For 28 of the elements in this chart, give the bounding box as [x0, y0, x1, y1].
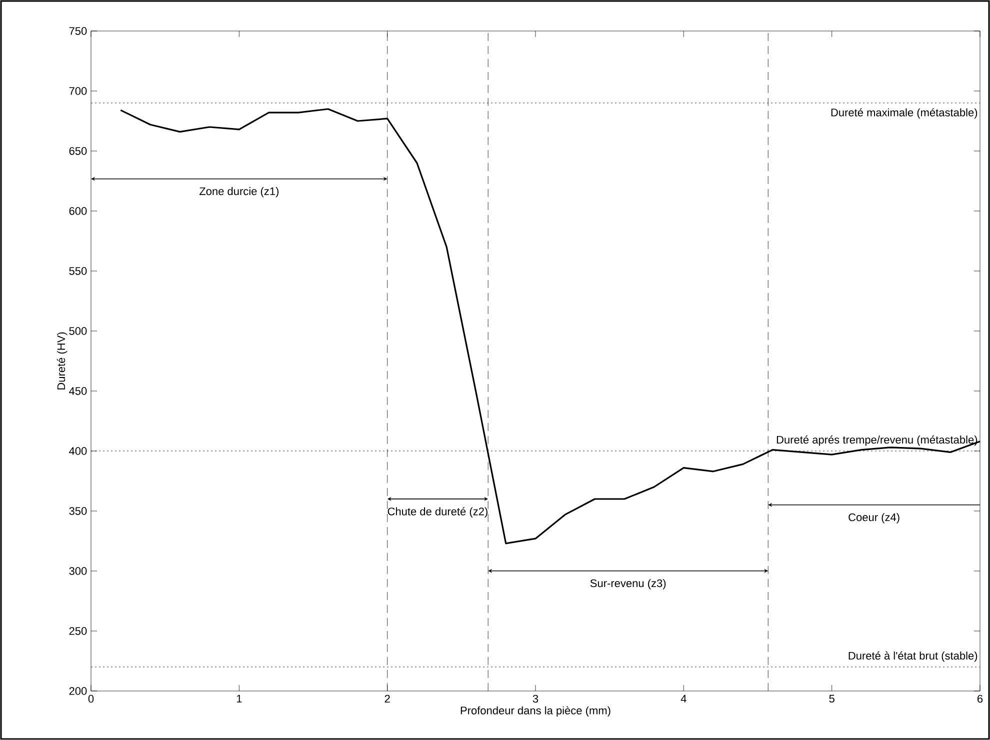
y-tick-label: 350: [69, 507, 87, 515]
x-axis-title: Profondeur dans la pièce (mm): [460, 706, 610, 717]
x-tick-label: 3: [532, 694, 538, 703]
annotation: Coeur (z4): [848, 513, 900, 524]
y-tick-label: 250: [69, 627, 87, 635]
annotation: Sur-revenu (z3): [590, 579, 666, 590]
x-tick-label: 0: [88, 694, 94, 703]
y-tick-label: 300: [69, 567, 87, 575]
y-tick-label: 450: [69, 387, 87, 395]
y-tick-label: 750: [69, 27, 87, 35]
y-tick-label: 500: [69, 327, 87, 335]
ref-line-label: Dureté maximale (métastable): [831, 108, 978, 119]
y-tick-label: 650: [69, 147, 87, 155]
ref-line-label: Dureté à l'état brut (stable): [848, 651, 978, 662]
y-tick-label: 400: [69, 447, 87, 455]
y-tick-label: 600: [69, 207, 87, 215]
x-tick-label: 5: [829, 694, 834, 703]
x-tick-label: 1: [236, 694, 242, 702]
y-axis-title: Dureté (HV): [56, 332, 68, 390]
ref-line-label: Dureté aprés trempe/revenu (métastable): [776, 435, 978, 446]
y-tick-label: 700: [69, 87, 87, 95]
annotation: Chute de dureté (z2): [388, 507, 488, 518]
x-tick-label: 6: [978, 694, 983, 703]
y-tick-label: 550: [69, 267, 87, 275]
annotation: Zone durcie (z1): [199, 187, 279, 198]
x-tick-label: 2: [384, 694, 390, 703]
x-tick-label: 4: [680, 694, 686, 702]
y-tick-label: 200: [69, 687, 87, 695]
